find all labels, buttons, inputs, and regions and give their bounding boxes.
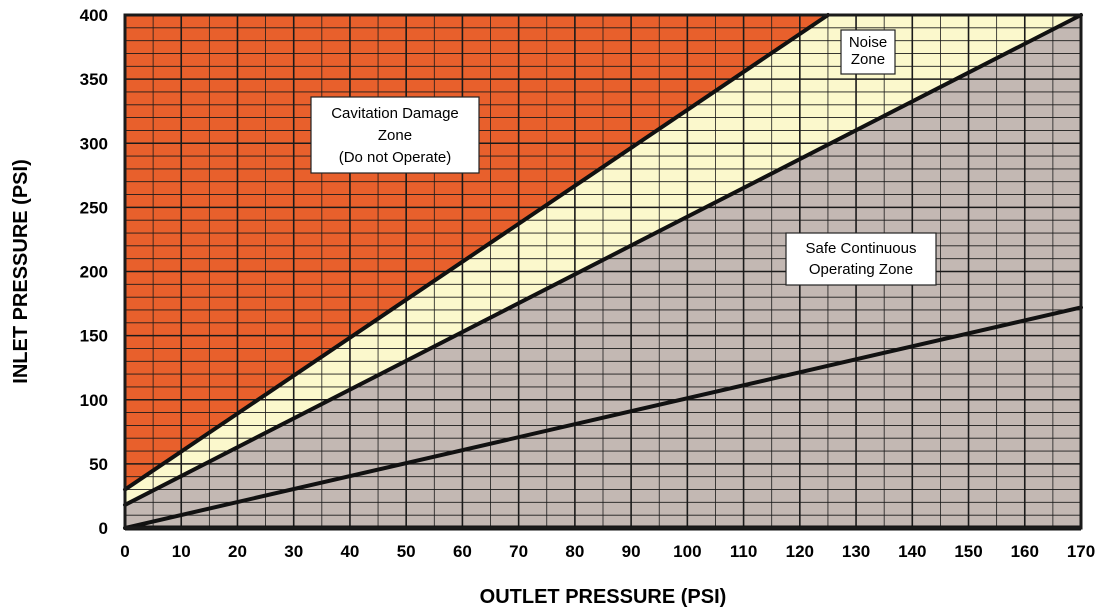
noise-label-line: Noise	[849, 34, 887, 51]
cavitation-label-line: Zone	[378, 127, 412, 144]
x-tick-label: 0	[120, 542, 129, 561]
cavitation-label-box	[310, 96, 480, 174]
zone-labels: Cavitation Damage Zone (Do not Operate) Noi…	[310, 29, 937, 286]
y-tick-label: 50	[89, 455, 108, 474]
safe-zone-label: Safe Continuous Operating Zone	[785, 232, 937, 286]
x-tick-label: 170	[1067, 542, 1095, 561]
x-tick-label: 70	[509, 542, 528, 561]
x-tick-labels: 0 10 20 30 40 50 60 70 80 90 100 110 120 130 140 150 160…	[120, 542, 1095, 561]
cavitation-label-line: (Do not Operate)	[339, 149, 452, 166]
safe-label-box	[785, 232, 937, 286]
boundary-line-3	[123, 305, 1083, 530]
y-tick-label: 150	[80, 327, 108, 346]
y-tick-label: 100	[80, 391, 108, 410]
cavitation-zone-label: Cavitation Damage Zone (Do not Operate)	[310, 96, 480, 174]
x-tick-label: 140	[898, 542, 926, 561]
x-tick-label: 100	[673, 542, 701, 561]
y-tick-label: 0	[99, 519, 108, 538]
cavitation-label-line: Cavitation Damage	[331, 105, 459, 122]
y-tick-label: 350	[80, 70, 108, 89]
x-tick-label: 40	[340, 542, 359, 561]
x-tick-label: 20	[228, 542, 247, 561]
x-tick-label: 60	[453, 542, 472, 561]
noise-label-line: Zone	[851, 51, 885, 68]
safe-label-line: Safe Continuous	[806, 240, 917, 257]
x-tick-label: 130	[842, 542, 870, 561]
x-tick-label: 110	[730, 542, 757, 561]
x-tick-label: 50	[397, 542, 416, 561]
x-tick-label: 120	[786, 542, 814, 561]
x-tick-label: 160	[1011, 542, 1039, 561]
y-tick-label: 200	[80, 263, 108, 282]
x-tick-label: 150	[954, 542, 982, 561]
y-tick-label: 400	[80, 6, 108, 25]
y-axis-title: INLET PRESSURE (PSI)	[10, 159, 32, 383]
boundary-line-1	[123, 13, 830, 492]
x-tick-label: 30	[284, 542, 303, 561]
y-tick-label: 250	[80, 198, 108, 217]
x-tick-label: 10	[172, 542, 191, 561]
noise-label-box	[840, 29, 896, 75]
y-tick-labels: 0 50 100 150 200 250 300 350 400	[80, 6, 108, 538]
x-axis-title: OUTLET PRESSURE (PSI)	[480, 586, 727, 608]
plot-frame	[123, 13, 1083, 530]
safe-label-line: Operating Zone	[809, 261, 913, 278]
x-tick-label: 80	[565, 542, 584, 561]
x-tick-label: 90	[622, 542, 641, 561]
y-tick-label: 300	[80, 134, 108, 153]
grid-lines	[124, 14, 1082, 529]
boundary-line-2	[123, 13, 1083, 507]
